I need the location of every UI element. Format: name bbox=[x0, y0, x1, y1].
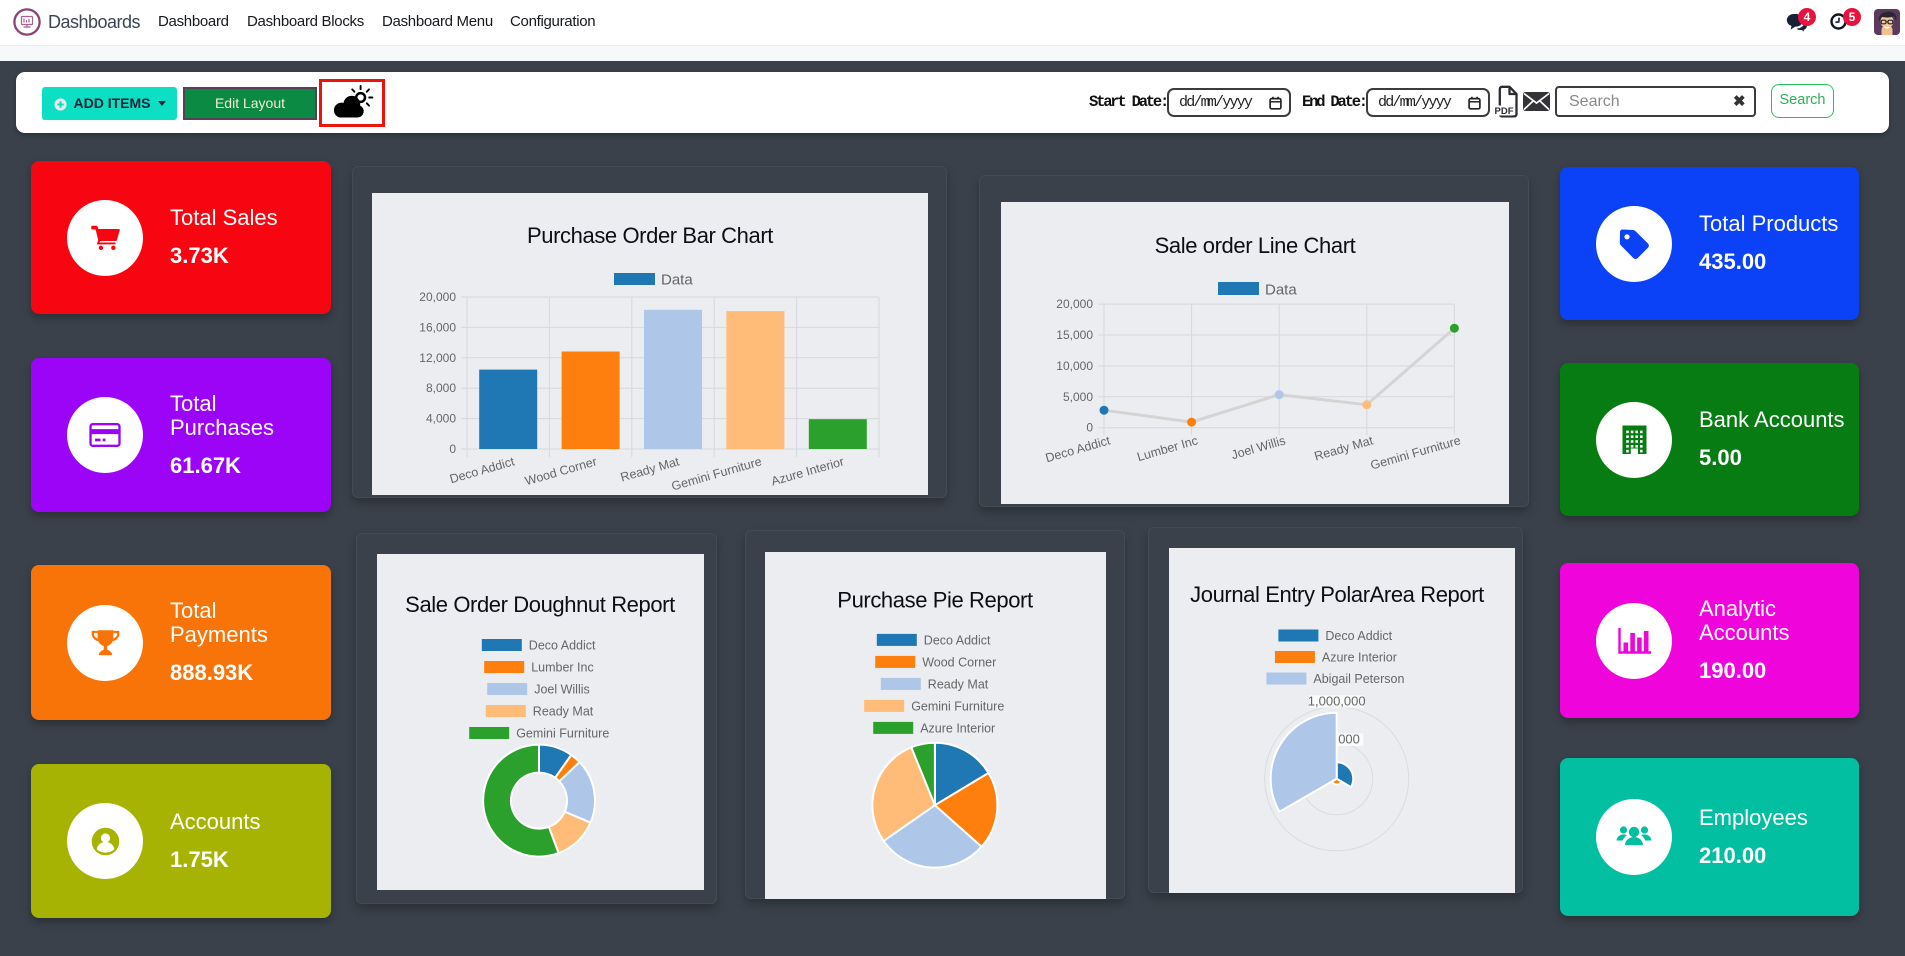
svg-text:000: 000 bbox=[1338, 732, 1360, 747]
svg-text:Purchase Order Bar Chart: Purchase Order Bar Chart bbox=[527, 223, 773, 248]
svg-text:5,000: 5,000 bbox=[1063, 390, 1093, 404]
svg-text:20,000: 20,000 bbox=[1056, 297, 1093, 311]
svg-text:10,000: 10,000 bbox=[1056, 359, 1093, 373]
svg-text:Purchase Pie Report: Purchase Pie Report bbox=[837, 588, 1033, 613]
svg-text:Ready Mat: Ready Mat bbox=[928, 677, 989, 691]
svg-text:Gemini Furniture: Gemini Furniture bbox=[670, 454, 763, 493]
svg-text:Joel Willis: Joel Willis bbox=[1230, 433, 1287, 462]
svg-text:PDF: PDF bbox=[1495, 106, 1514, 117]
svg-text:Journal Entry PolarArea Report: Journal Entry PolarArea Report bbox=[1190, 582, 1484, 607]
svg-text:16,000: 16,000 bbox=[419, 320, 456, 334]
svg-text:20,000: 20,000 bbox=[419, 290, 456, 304]
svg-text:Deco Addict: Deco Addict bbox=[529, 639, 596, 653]
svg-text:8,000: 8,000 bbox=[426, 381, 456, 395]
svg-text:12,000: 12,000 bbox=[419, 351, 456, 365]
svg-text:0: 0 bbox=[449, 442, 456, 456]
svg-text:Gemini Furniture: Gemini Furniture bbox=[911, 699, 1004, 713]
svg-text:Deco Addict: Deco Addict bbox=[1325, 629, 1392, 643]
svg-text:Ready Mat: Ready Mat bbox=[1313, 433, 1375, 463]
svg-text:Ready Mat: Ready Mat bbox=[533, 705, 594, 719]
svg-text:Sale order Line Chart: Sale order Line Chart bbox=[1155, 233, 1356, 258]
svg-text:Joel Willis: Joel Willis bbox=[534, 683, 590, 697]
svg-text:Wood Corner: Wood Corner bbox=[922, 655, 996, 669]
svg-text:Gemini Furniture: Gemini Furniture bbox=[1369, 433, 1462, 472]
svg-text:Lumber Inc: Lumber Inc bbox=[1135, 433, 1199, 464]
svg-text:Deco Addict: Deco Addict bbox=[1044, 433, 1112, 465]
svg-text:Wood Corner: Wood Corner bbox=[523, 454, 598, 488]
svg-text:Azure Interior: Azure Interior bbox=[920, 721, 995, 735]
svg-text:Lumber Inc: Lumber Inc bbox=[531, 661, 594, 675]
svg-text:Abigail Peterson: Abigail Peterson bbox=[1313, 672, 1404, 686]
svg-text:Azure Interior: Azure Interior bbox=[1322, 651, 1397, 665]
svg-text:Deco Addict: Deco Addict bbox=[448, 454, 516, 486]
svg-text:Data: Data bbox=[1265, 282, 1297, 299]
svg-text:Azure Interior: Azure Interior bbox=[770, 454, 846, 488]
svg-text:Data: Data bbox=[661, 272, 693, 289]
svg-text:0: 0 bbox=[1086, 421, 1093, 435]
svg-text:4,000: 4,000 bbox=[426, 412, 456, 426]
svg-text:Deco Addict: Deco Addict bbox=[924, 633, 991, 647]
svg-text:Sale Order Doughnut Report: Sale Order Doughnut Report bbox=[405, 592, 675, 617]
svg-text:1,000,000: 1,000,000 bbox=[1308, 693, 1366, 708]
svg-text:Gemini Furniture: Gemini Furniture bbox=[516, 727, 609, 741]
svg-text:15,000: 15,000 bbox=[1056, 328, 1093, 342]
